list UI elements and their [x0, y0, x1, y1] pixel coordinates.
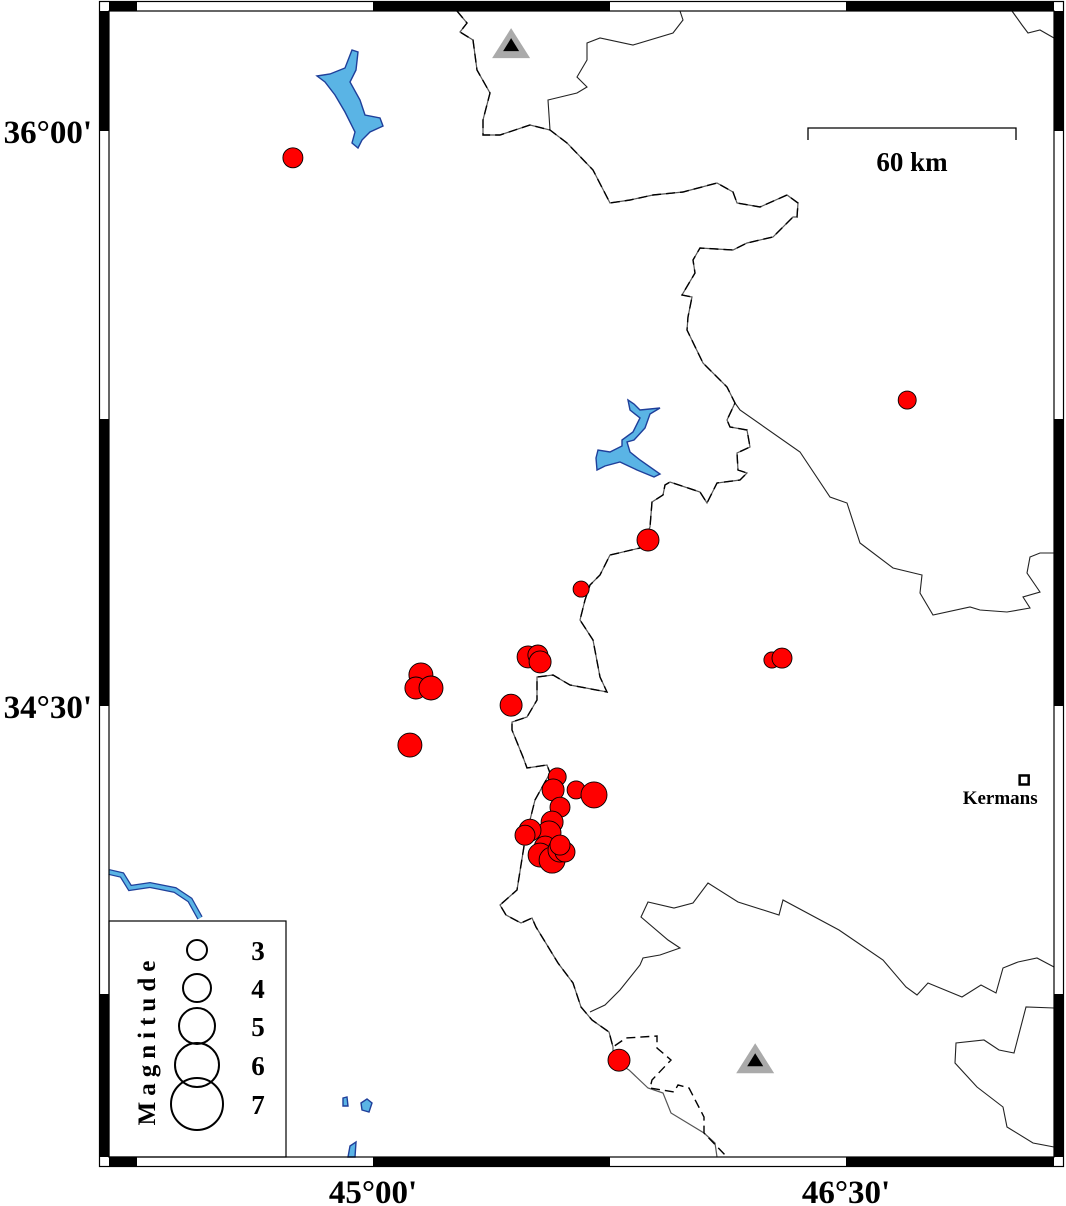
frame-bar-bottom — [846, 1157, 1054, 1166]
station-inner-triangle — [747, 1053, 764, 1067]
legend-circle — [186, 939, 208, 961]
seismic-station-triangle-icon — [736, 1043, 775, 1074]
earthquake-marker — [607, 1048, 631, 1072]
city-square-icon — [1018, 774, 1030, 786]
province-boundary — [589, 882, 1055, 1013]
river-fill — [108, 870, 202, 919]
scale-bar-line — [807, 127, 1017, 140]
legend-circle — [182, 973, 212, 1003]
map-features — [108, 10, 1055, 1158]
frame-bar-top — [846, 2, 1054, 11]
station-inner-triangle — [503, 38, 520, 52]
earthquake-marker — [514, 824, 536, 846]
earthquake-marker — [572, 580, 590, 598]
frame-bar-right — [1054, 994, 1063, 1157]
province-boundary — [1011, 10, 1055, 39]
frame-bar-bottom — [109, 1157, 137, 1166]
legend-circle — [174, 1042, 220, 1088]
magnitude-legend: Magnitude 3 4 5 6 7 — [108, 920, 287, 1158]
frame-bar-left — [100, 994, 109, 1157]
scale-bar: 60 km — [807, 127, 1017, 177]
city-kermans: Kermans — [963, 774, 1038, 809]
station-layer — [492, 28, 775, 1074]
legend-circle — [170, 1077, 224, 1131]
lat-label-36-00: 36°00' — [4, 115, 92, 151]
legend-label: 5 — [251, 1012, 265, 1042]
islet — [347, 1140, 357, 1158]
lake-north — [315, 49, 384, 150]
earthquake-marker — [528, 650, 552, 674]
frame-bar-bottom — [373, 1157, 610, 1166]
international-border-dashed — [456, 10, 799, 1158]
legend-label: 6 — [251, 1051, 265, 1081]
lon-label-45-00: 45°00' — [329, 1175, 417, 1206]
frame-outer — [98, 0, 1065, 1168]
earthquake-marker — [418, 675, 444, 701]
earthquake-marker — [897, 390, 917, 410]
frame-bar-right — [1054, 419, 1063, 706]
earthquake-marker — [580, 781, 608, 809]
earthquake-marker — [636, 528, 660, 552]
legend-label: 3 — [251, 936, 265, 966]
frame-bar-right — [1054, 11, 1063, 131]
earthquake-marker — [549, 834, 571, 856]
city-label: Kermans — [963, 788, 1038, 809]
frame-bar-top — [373, 2, 610, 11]
earthquake-marker — [282, 147, 304, 169]
lon-label-46-30: 46°30' — [802, 1175, 890, 1206]
earthquake-layer — [282, 147, 917, 1072]
earthquake-marker — [771, 647, 793, 669]
frame-bar-left — [100, 419, 109, 706]
earthquake-marker — [397, 732, 423, 758]
frame-bar-top — [109, 2, 137, 11]
scale-bar-label: 60 km — [876, 147, 948, 177]
earthquake-marker — [499, 693, 523, 717]
legend-label: 4 — [251, 974, 265, 1004]
lat-label-34-30: 34°30' — [4, 690, 92, 726]
islet — [342, 1096, 349, 1107]
seismic-station-triangle-icon — [492, 28, 531, 59]
province-boundary — [547, 10, 684, 131]
province-boundary — [734, 402, 1054, 616]
province-boundary — [954, 1006, 1055, 1148]
legend-label: 7 — [251, 1090, 265, 1120]
map-frame — [98, 0, 1065, 1168]
islet — [360, 1098, 373, 1113]
international-border — [456, 10, 799, 1158]
lake-middle — [595, 398, 662, 478]
legend-title: Magnitude — [134, 955, 161, 1126]
frame-bar-left — [100, 11, 109, 131]
